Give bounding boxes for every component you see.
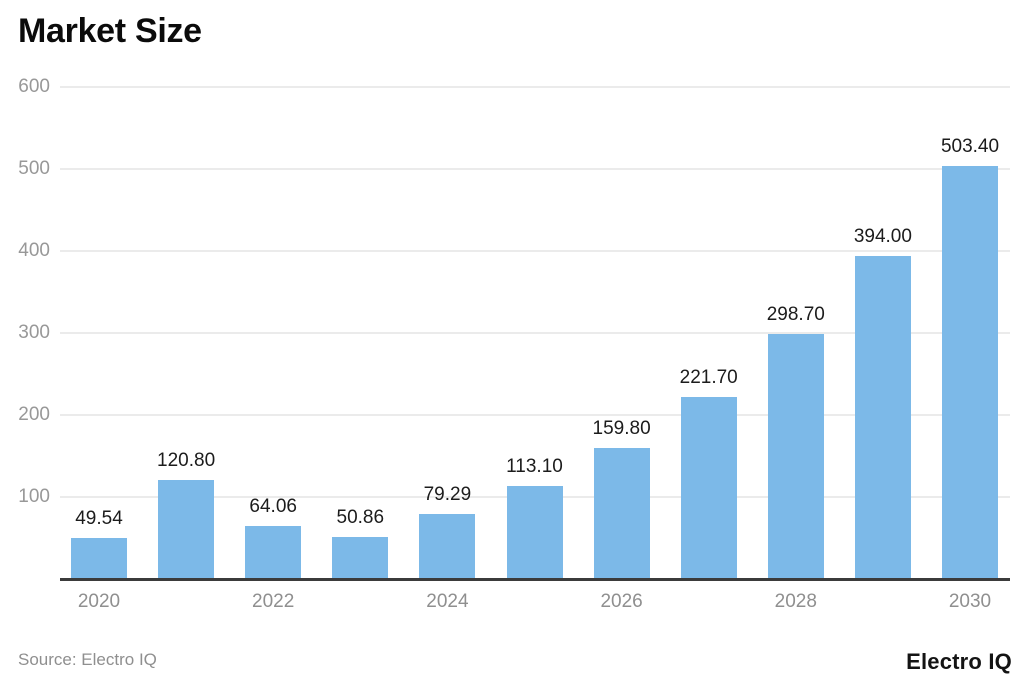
bar-2022: [245, 526, 302, 579]
gridline-400: [60, 250, 1010, 252]
x-tick-label-2022: 2022: [252, 591, 295, 612]
y-tick-label: 100: [18, 486, 50, 507]
x-tick-label-2026: 2026: [600, 591, 643, 612]
bar-2020: [71, 538, 127, 579]
source-note: Source: Electro IQ: [18, 650, 157, 669]
bar-2023: [332, 537, 389, 579]
x-axis-line: [60, 578, 1010, 581]
gridline-600: [60, 86, 1010, 88]
bar-2021: [158, 479, 215, 579]
bar-value-label-2028: 298.70: [766, 304, 825, 326]
x-tick-label-2030: 2030: [948, 591, 992, 612]
y-tick-label: 600: [18, 76, 50, 97]
gridline-300: [60, 332, 1010, 334]
x-tick-label-2020: 2020: [77, 591, 121, 612]
bar-value-label-2025: 113.10: [506, 456, 563, 478]
plot-area: 49.54 120.80 64.06 50.86 79.29 113.10 159.80 22…: [60, 86, 1010, 579]
bar-value-label-2026: 159.80: [592, 417, 651, 439]
bar-value-label-2023: 50.86: [336, 507, 385, 529]
chart-title: Market Size: [18, 12, 202, 50]
bar-value-label-2020: 49.54: [75, 508, 123, 530]
bar-value-label-2021: 120.80: [157, 449, 216, 471]
x-tick-label-2024: 2024: [426, 591, 469, 612]
y-tick-label: 500: [18, 158, 50, 179]
bar-value-label-2027: 221.70: [679, 367, 738, 389]
bar-2025: [506, 486, 563, 579]
bar-value-label-2024: 79.29: [423, 483, 472, 505]
x-tick-label-2028: 2028: [774, 591, 817, 612]
y-tick-label: 200: [18, 404, 50, 425]
y-tick-label: 400: [18, 240, 50, 261]
bar-value-label-2022: 64.06: [249, 496, 297, 518]
gridline-500: [60, 168, 1010, 170]
bar-value-label-2029: 394.00: [853, 225, 912, 247]
bar-2024: [419, 513, 476, 579]
bar-2026: [593, 447, 650, 579]
y-tick-label: 300: [18, 322, 50, 343]
bar-2030: [942, 166, 998, 579]
bar-2027: [680, 397, 737, 579]
bar-value-label-2030: 503.40: [940, 136, 1000, 158]
y-axis: 100 200 300 400 500 600: [0, 76, 50, 579]
bar-2029: [854, 255, 911, 579]
brand-logo: Electro IQ: [906, 649, 1012, 674]
bar-2028: [767, 334, 824, 579]
gridline-200: [60, 414, 1010, 416]
